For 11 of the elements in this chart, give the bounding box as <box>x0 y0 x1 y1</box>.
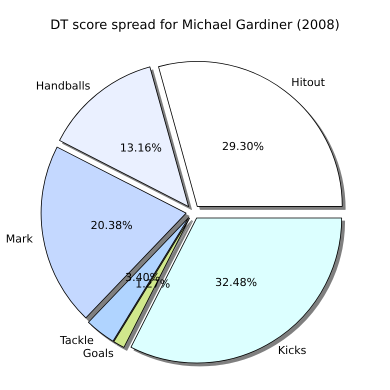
slice-label: Mark <box>6 232 34 246</box>
data-label: 13.16% <box>120 142 162 155</box>
slice-label: Handballs <box>36 80 91 93</box>
chart-title: DT score spread for Michael Gardiner (2008) <box>50 18 340 33</box>
slice-label: Hitout <box>291 76 326 90</box>
data-label: 29.30% <box>222 140 264 153</box>
data-label: 20.38% <box>90 219 133 232</box>
data-label: 32.48% <box>215 276 258 289</box>
slice-label: Kicks <box>278 344 307 357</box>
slice-label: Goals <box>82 347 114 360</box>
slice-label: Tackle <box>58 334 94 348</box>
